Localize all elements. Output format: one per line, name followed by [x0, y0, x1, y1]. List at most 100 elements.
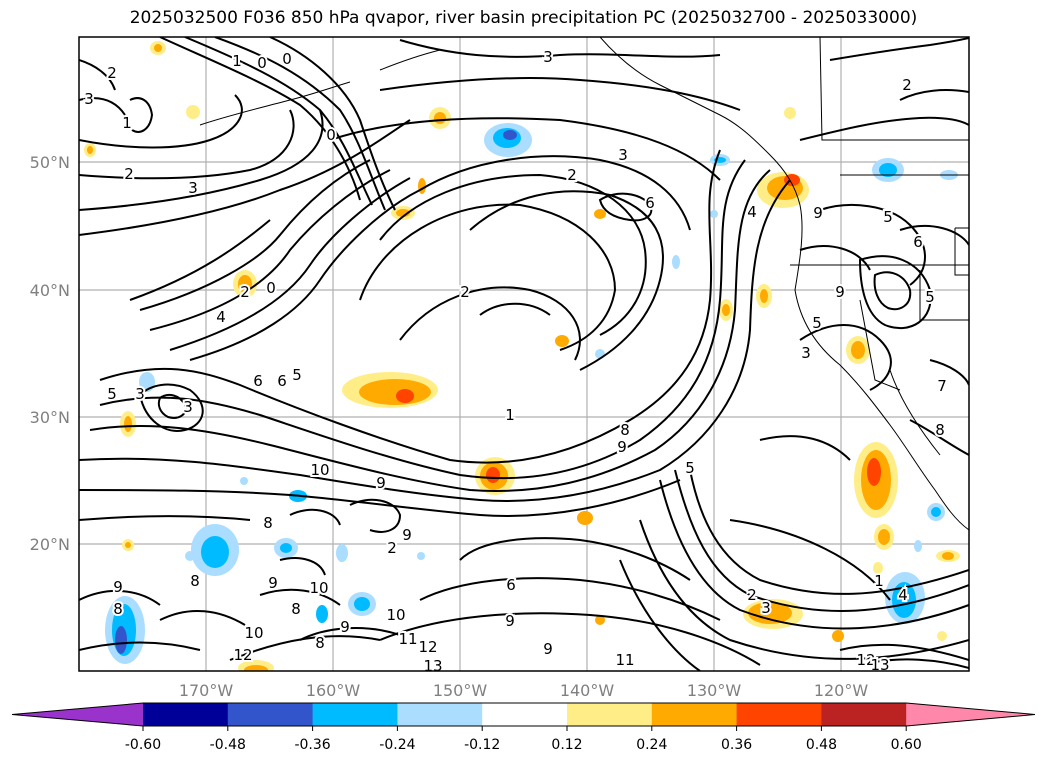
lon-tick-label: 140°W: [560, 681, 615, 700]
lon-tick-label: 160°W: [306, 681, 361, 700]
contour-label: 1: [505, 406, 515, 424]
contour-label: 9: [268, 574, 278, 592]
contour-label: 0: [282, 50, 292, 68]
contour-label: 2: [567, 166, 577, 184]
contour-label: 12: [233, 646, 252, 664]
contour-label: 10: [386, 606, 405, 624]
colorbar: -0.60 -0.48 -0.36 -0.24 -0.12 0.12 0.24 0.36 0.4…: [11, 702, 1036, 753]
contour-label: 3: [188, 179, 198, 197]
contour-label: 3: [84, 90, 94, 108]
contour-label: 12: [856, 651, 875, 669]
colorbar-labels: -0.60 -0.48 -0.36 -0.24 -0.12 0.12 0.24 0.36 0.4…: [125, 726, 922, 753]
contour-label: 4: [216, 308, 226, 326]
colorbar-tick-label: -0.60: [125, 737, 161, 753]
contour-label: 3: [801, 344, 811, 362]
colorbar-tick-label: 0.12: [551, 737, 582, 753]
contour-label: 8: [315, 634, 325, 652]
colorbar-tick-label: -0.24: [379, 737, 415, 753]
colorbar-tick-label: -0.48: [210, 737, 246, 753]
contour-label: 3: [543, 48, 553, 66]
contour-label: 10: [310, 461, 329, 479]
lat-tick-label: 20°N: [30, 535, 70, 554]
colorbar-segment: [651, 703, 738, 726]
colorbar-tick-label: 0.60: [891, 737, 922, 753]
contour-label: 10: [309, 579, 328, 597]
coastlines: [199, 37, 969, 531]
contour-label: 3: [761, 599, 771, 617]
latitude-ticks: 50°N 40°N 30°N 20°N: [30, 153, 70, 554]
contour-label: 2: [460, 283, 470, 301]
contour-label: 9: [376, 474, 386, 492]
colorbar-segment: [397, 703, 483, 726]
contour-label: 5: [812, 314, 822, 332]
contour-label: 3: [135, 385, 145, 403]
contour-label: 9: [543, 640, 553, 658]
contour-label: 0: [326, 126, 336, 144]
contour-label: 8: [190, 572, 200, 590]
contour-label: 8: [113, 600, 123, 618]
contour-label: 10: [244, 624, 263, 642]
contour-labels: 3 2 2 3 1 1 0 0 0 2 3 2 3 4 6 2 2 0 4 6 …: [82, 46, 949, 675]
contour-label: 6: [913, 233, 923, 251]
contour-label: 5: [925, 288, 935, 306]
contour-label: 3: [183, 398, 193, 416]
contour-label: 6: [277, 372, 287, 390]
contour-label: 0: [266, 279, 276, 297]
colorbar-segments: [11, 702, 1036, 727]
colorbar-segment: [482, 703, 568, 726]
contour-label: 2: [387, 539, 397, 557]
contour-label: 9: [340, 618, 350, 636]
lon-tick-label: 130°W: [687, 681, 742, 700]
contour-label: 2: [240, 283, 250, 301]
contour-label: 12: [418, 638, 437, 656]
contour-label: 2: [124, 165, 134, 183]
contour-label: 9: [113, 578, 123, 596]
contour-label: 2: [107, 64, 117, 82]
lon-tick-label: 170°W: [179, 681, 234, 700]
contour-label: 4: [898, 586, 908, 604]
colorbar-segment: [821, 703, 907, 726]
colorbar-segment: [227, 703, 314, 726]
colorbar-extend-low: [12, 703, 143, 726]
contour-label: 13: [870, 656, 889, 674]
lon-tick-label: 150°W: [433, 681, 488, 700]
contour-label: 8: [263, 514, 273, 532]
contour-label: 11: [615, 651, 634, 669]
contour-label: 5: [292, 366, 302, 384]
colorbar-tick-label: -0.36: [294, 737, 330, 753]
colorbar-tick-label: -0.12: [464, 737, 500, 753]
contour-label: 9: [402, 526, 412, 544]
contour-label: 2: [747, 586, 757, 604]
contour-label: 8: [935, 421, 945, 439]
contour-label: 13: [423, 657, 442, 675]
lon-tick-label: 120°W: [814, 681, 869, 700]
colorbar-segment: [143, 703, 229, 726]
contour-label: 6: [506, 576, 516, 594]
contour-label: 6: [253, 372, 263, 390]
colorbar-tick-label: 0.36: [721, 737, 752, 753]
contour-label: 2: [902, 76, 912, 94]
contour-label: 9: [505, 612, 515, 630]
colorbar-tick-label: 0.24: [636, 737, 667, 753]
contour-label: 1: [122, 114, 132, 132]
contour-label: 9: [617, 438, 627, 456]
contour-label: 3: [618, 146, 628, 164]
lat-tick-label: 50°N: [30, 153, 70, 172]
qvapor-contours: [79, 37, 969, 671]
contour-label: 7: [937, 377, 947, 395]
contour-label: 8: [291, 600, 301, 618]
precipitation-shading: [84, 41, 960, 671]
contour-label: 9: [813, 204, 823, 222]
contour-label: 4: [747, 203, 757, 221]
contour-label: 8: [620, 421, 630, 439]
contour-label: 5: [685, 459, 695, 477]
contour-label: 11: [398, 630, 417, 648]
contour-label: 1: [874, 572, 884, 590]
contour-label: 9: [835, 283, 845, 301]
colorbar-segment: [567, 703, 653, 726]
colorbar-tick-label: 0.48: [806, 737, 837, 753]
contour-label: 0: [257, 54, 267, 72]
longitude-ticks: 170°W 160°W 150°W 140°W 130°W 120°W: [179, 681, 869, 700]
contour-label: 5: [107, 385, 117, 403]
